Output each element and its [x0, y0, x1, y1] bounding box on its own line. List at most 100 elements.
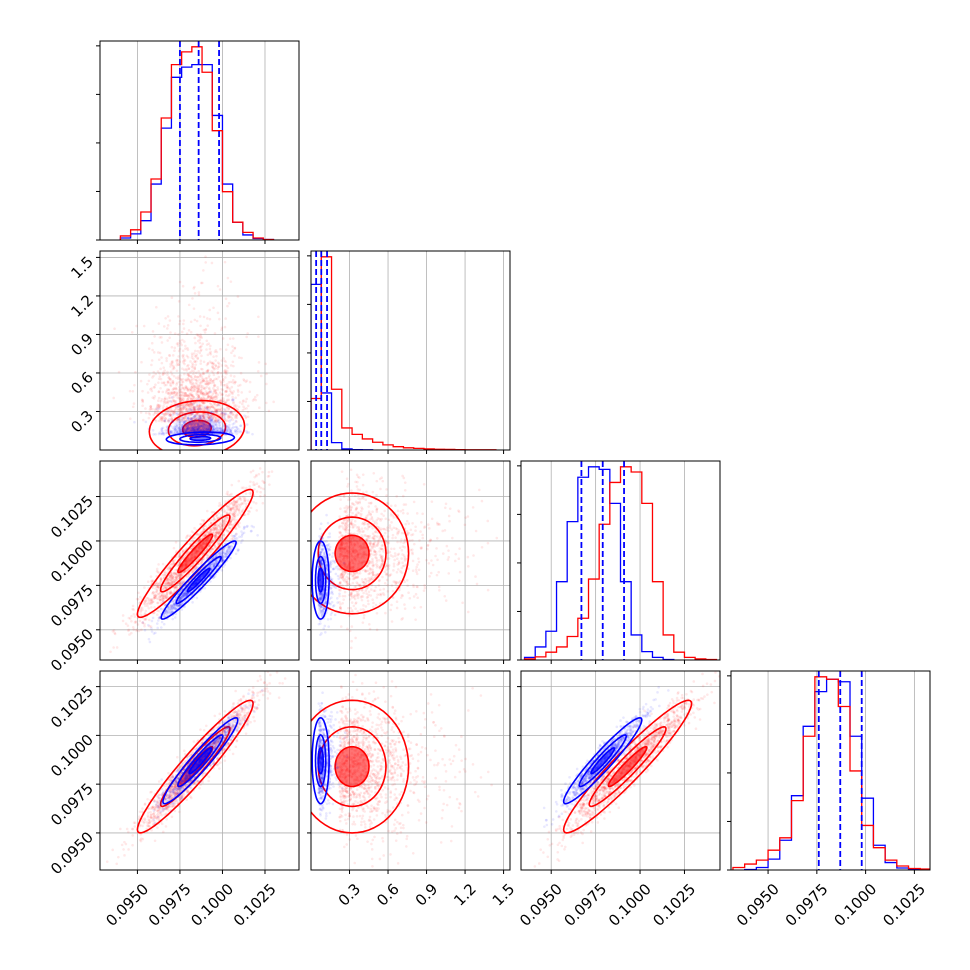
sample-point	[231, 398, 234, 402]
sample-point	[242, 508, 245, 511]
sample-point	[196, 425, 200, 429]
sample-point	[195, 390, 199, 393]
sample-point	[155, 406, 159, 409]
sample-point	[231, 514, 235, 517]
sample-point	[200, 414, 203, 417]
sample-point	[162, 586, 165, 589]
sample-point	[224, 389, 227, 393]
sample-point	[126, 624, 130, 627]
sample-point	[169, 399, 173, 403]
sample-point	[193, 413, 197, 417]
sample-point	[197, 386, 201, 389]
sample-point	[226, 276, 230, 280]
sample-point	[158, 372, 161, 375]
sample-point	[179, 383, 182, 387]
sample-point	[174, 576, 178, 579]
sample-point	[131, 389, 135, 393]
sample-point	[182, 368, 186, 372]
sample-point	[184, 429, 187, 432]
sample-point	[177, 404, 181, 407]
sample-point	[167, 376, 170, 380]
sample-point	[199, 388, 203, 392]
sample-point	[192, 401, 195, 405]
sample-point	[167, 581, 170, 585]
sample-point	[162, 597, 165, 601]
sample-point	[191, 571, 195, 574]
sample-point	[222, 430, 226, 433]
sample-point	[162, 325, 166, 328]
sample-point	[187, 303, 191, 307]
sample-point	[184, 428, 188, 432]
sample-point	[182, 419, 186, 423]
sample-point	[205, 379, 209, 383]
sample-point	[205, 348, 208, 351]
sample-point	[206, 554, 209, 557]
sample-point	[209, 411, 213, 415]
sample-point	[187, 363, 190, 367]
sample-point	[238, 497, 242, 500]
sample-point	[171, 577, 175, 581]
sample-point	[195, 424, 199, 427]
sample-point	[158, 404, 162, 408]
sample-point	[184, 414, 188, 418]
sample-point	[169, 576, 172, 580]
sample-point	[223, 408, 227, 412]
sample-point	[166, 401, 170, 405]
sample-point	[208, 408, 212, 411]
sample-point	[215, 423, 218, 427]
sample-point	[258, 406, 261, 410]
sample-point	[214, 364, 218, 368]
sample-point	[205, 427, 209, 430]
sample-point	[171, 563, 175, 566]
sample-point	[190, 417, 194, 421]
sample-point	[157, 586, 160, 589]
sample-point	[204, 420, 207, 424]
sample-point	[182, 407, 185, 410]
sample-point	[190, 393, 194, 397]
sample-point	[199, 335, 203, 338]
sample-point	[187, 420, 191, 423]
sample-point	[161, 587, 165, 591]
sample-point	[167, 565, 171, 569]
sample-point	[154, 582, 158, 586]
sample-point	[223, 424, 227, 428]
sample-point	[200, 391, 204, 394]
sample-point	[153, 385, 156, 389]
sample-point	[186, 428, 189, 431]
panel-frame-1-0	[99, 250, 300, 451]
sample-point	[203, 417, 207, 420]
sample-point	[221, 388, 225, 392]
sample-point	[193, 407, 196, 411]
panel-content-1-0	[112, 255, 275, 450]
sample-point	[229, 501, 233, 505]
sample-point	[233, 380, 237, 384]
sample-point	[209, 421, 212, 425]
sample-point	[220, 388, 223, 391]
sample-point	[166, 339, 169, 342]
sample-point	[194, 416, 198, 420]
sample-point	[173, 391, 176, 395]
sample-point	[213, 424, 217, 427]
sample-point	[209, 424, 212, 428]
sample-point	[220, 406, 223, 409]
sample-point	[221, 413, 224, 417]
sample-point	[192, 419, 196, 423]
sample-point	[193, 336, 197, 340]
sample-point	[255, 473, 258, 477]
sample-point	[163, 419, 167, 422]
sample-point	[265, 401, 268, 405]
sample-point	[209, 396, 213, 399]
sample-point	[216, 371, 220, 374]
sample-point	[228, 428, 232, 432]
sample-point	[198, 335, 202, 339]
sample-point	[179, 430, 182, 434]
sample-point	[187, 394, 190, 398]
sample-point	[173, 429, 177, 433]
sample-point	[231, 360, 235, 364]
sample-point	[206, 532, 210, 535]
sample-point	[168, 432, 172, 436]
sample-point	[185, 429, 189, 433]
sample-point	[220, 392, 224, 396]
sample-point	[150, 389, 154, 393]
sample-point	[192, 417, 196, 420]
